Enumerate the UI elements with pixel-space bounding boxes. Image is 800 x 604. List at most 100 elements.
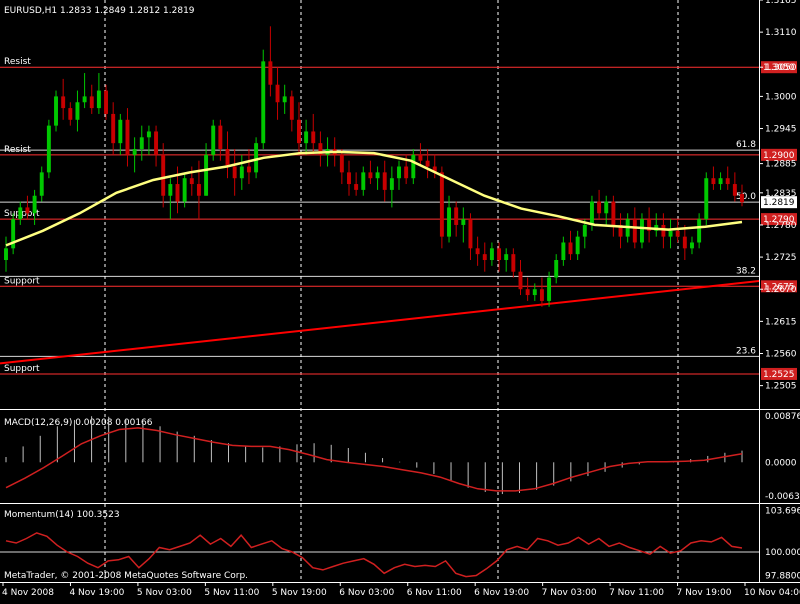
- candle-body: [39, 172, 44, 196]
- time-tick-label: 4 Nov 19:00: [69, 588, 124, 598]
- candle-body: [725, 178, 730, 185]
- time-tick-label: 6 Nov 03:00: [339, 588, 394, 598]
- candle-body: [497, 248, 502, 261]
- price-tick-label: 1.2560: [765, 349, 797, 359]
- candle-body: [246, 166, 251, 173]
- candle-body: [189, 178, 194, 185]
- level-price-tag-text: 1.2790: [763, 215, 795, 225]
- candle-body: [75, 102, 80, 120]
- candle-body: [489, 248, 494, 261]
- candle-body: [639, 219, 644, 243]
- candle-body: [218, 125, 223, 149]
- macd-signal-line: [5, 427, 743, 492]
- time-tick-label: 5 Nov 19:00: [272, 588, 327, 598]
- candle-body: [361, 172, 366, 190]
- candle-body: [732, 184, 737, 196]
- time-tick-label: 6 Nov 19:00: [474, 588, 529, 598]
- candle-body: [647, 219, 652, 231]
- candle-body: [382, 172, 387, 190]
- candle-body: [297, 119, 301, 144]
- price-tick-label: 1.3165: [765, 0, 797, 6]
- candle-body: [204, 154, 209, 196]
- candle-body: [82, 96, 87, 103]
- candle-body: [104, 90, 109, 114]
- candle-body: [211, 125, 216, 155]
- momentum-tick-label: 103.6962: [765, 507, 800, 517]
- candle-body: [432, 166, 437, 173]
- candle-body: [475, 248, 480, 255]
- price-tick-label: 1.3050: [765, 63, 797, 73]
- candle-body: [261, 61, 266, 144]
- candle-body: [25, 207, 30, 214]
- candle-body: [375, 172, 380, 179]
- candle-body: [454, 207, 459, 225]
- panel-frames: [0, 0, 800, 583]
- candle-body: [504, 254, 509, 261]
- candle-body: [525, 289, 530, 296]
- candle-body: [61, 96, 66, 109]
- candle-body: [589, 201, 594, 225]
- level-price-tag-text: 1.2525: [763, 370, 795, 380]
- candle-body: [4, 248, 8, 261]
- candle-body: [111, 113, 116, 144]
- level-price-tag: [761, 61, 797, 74]
- momentum-line: [5, 532, 743, 578]
- level-price-tag: [761, 280, 797, 293]
- price-tick-label: 1.3000: [765, 92, 797, 102]
- macd-panel: MACD(12,26,9) 0.00208 0.00166 0.00876 0.00…: [4, 412, 800, 502]
- current-price-tag: [761, 196, 797, 209]
- candle-body: [690, 242, 694, 249]
- candle-body: [282, 96, 287, 103]
- candle-body: [389, 178, 394, 190]
- candle-body: [447, 207, 451, 237]
- candle-body: [704, 178, 709, 220]
- candle-body: [461, 219, 466, 225]
- candle-body: [682, 236, 687, 249]
- candle-body: [632, 219, 637, 243]
- level-label: Support: [4, 276, 40, 286]
- candle-body: [604, 201, 609, 214]
- fib-label: 50.0: [736, 192, 756, 202]
- candle-body: [11, 219, 16, 249]
- candle-body: [532, 289, 537, 296]
- level-label: Support: [4, 364, 40, 374]
- candle-body: [568, 242, 573, 255]
- price-tick-label: 1.2615: [765, 317, 797, 327]
- time-tick-label: 10 Nov 04:00: [744, 588, 800, 598]
- candle-body: [196, 184, 201, 196]
- fib-label: 61.8: [736, 140, 756, 150]
- candle-body: [554, 260, 559, 278]
- trendline: [0, 280, 760, 365]
- price-tick-label: 1.2670: [765, 285, 797, 295]
- candle-body: [89, 96, 94, 109]
- time-tick-label: 7 Nov 19:00: [677, 588, 732, 598]
- candle-body: [539, 289, 544, 301]
- candle-body: [18, 207, 23, 220]
- candle-body: [225, 148, 230, 167]
- level-price-tag-text: 1.3050: [763, 63, 795, 73]
- candle-body: [304, 131, 309, 144]
- fib-label: 38.2: [736, 266, 756, 276]
- candle-body: [661, 224, 666, 237]
- time-tick-label: 7 Nov 03:00: [542, 588, 597, 598]
- candle-body: [175, 184, 180, 202]
- trendline-layer: [0, 280, 760, 365]
- candle-body: [182, 178, 187, 202]
- price-axis: 1.3050 1.2900 1.2790 1.2675 1.2525 1.3165 1.31…: [759, 0, 797, 392]
- candle-body: [411, 154, 416, 179]
- candle-body: [740, 193, 744, 203]
- candle-body: [718, 178, 723, 185]
- momentum-tick-label: 100.0000: [765, 548, 800, 558]
- candle-body: [439, 172, 444, 237]
- candle-body: [232, 166, 237, 179]
- price-tick-label: 1.3110: [765, 28, 797, 38]
- momentum-label: Momentum(14) 100.3523: [4, 510, 120, 520]
- candle-body: [96, 90, 101, 109]
- macd-tick-label: 0.0000: [765, 458, 797, 468]
- candle-body: [511, 254, 516, 272]
- current-price-tag-text: 1.2819: [763, 198, 795, 208]
- candle-body: [668, 230, 673, 237]
- candle-body: [582, 224, 587, 237]
- copyright-text: MetaTrader, © 2001-2008 MetaQuotes Softw…: [4, 571, 248, 581]
